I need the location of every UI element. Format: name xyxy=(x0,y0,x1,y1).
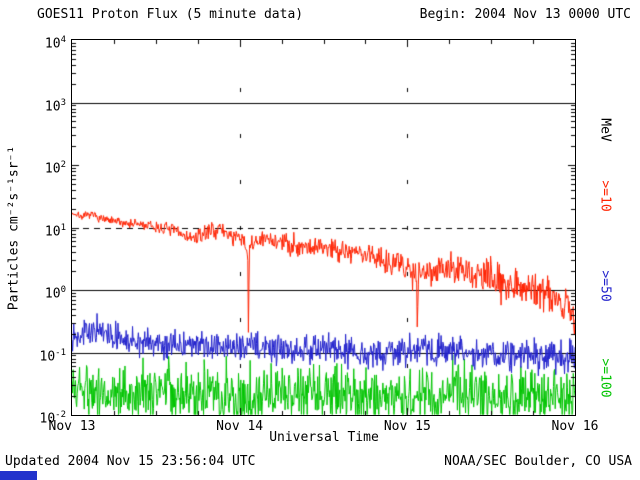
chart-title: GOES11 Proton Flux (5 minute data) xyxy=(37,7,304,22)
channel-label-100: >=100 xyxy=(597,358,613,398)
x-tick-label: Nov 14 xyxy=(216,419,264,434)
y-tick-label: 102 xyxy=(44,160,66,177)
x-axis-label: Universal Time xyxy=(269,430,379,445)
y-tick-label: 104 xyxy=(44,35,66,52)
y-tick-label: 10-2 xyxy=(39,410,67,427)
bottom-left-strip xyxy=(0,471,37,480)
y-tick-label: 101 xyxy=(44,222,66,239)
channel-label-10: >=10 xyxy=(597,180,613,212)
plot-area xyxy=(71,39,576,416)
begin-time-annotation: Begin: 2004 Nov 13 0000 UTC xyxy=(419,7,631,22)
channel-label-50: >=50 xyxy=(597,270,613,302)
x-tick-label: Nov 13 xyxy=(48,419,96,434)
plot-canvas xyxy=(72,40,575,415)
x-tick-label: Nov 15 xyxy=(383,419,431,434)
y-tick-label: 10-1 xyxy=(39,347,67,364)
x-tick-label: Nov 16 xyxy=(551,419,599,434)
y-tick-label: 100 xyxy=(44,285,66,302)
updated-timestamp: Updated 2004 Nov 15 23:56:04 UTC xyxy=(5,454,256,469)
mev-units-label: MeV xyxy=(597,118,613,142)
y-tick-label: 103 xyxy=(44,97,66,114)
source-credit: NOAA/SEC Boulder, CO USA xyxy=(444,454,632,469)
